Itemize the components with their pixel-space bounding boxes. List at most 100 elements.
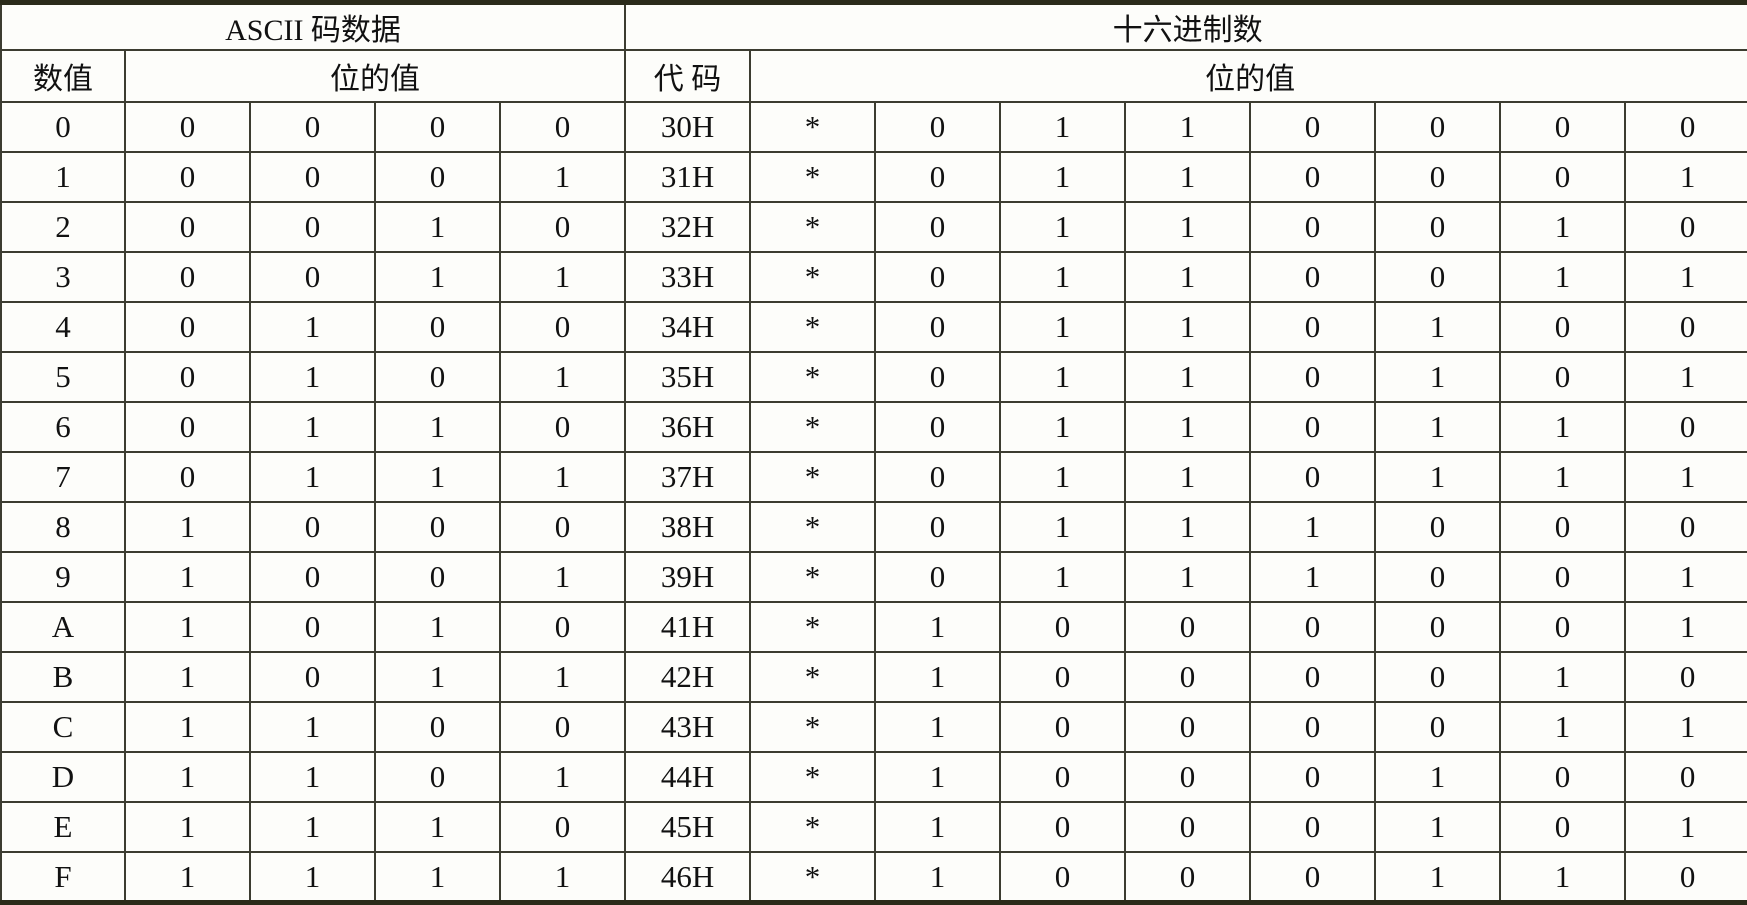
hex-bit-cell: 0 (999, 751, 1127, 804)
hex-bit-cell: 0 (1249, 801, 1377, 854)
ascii-bit-cell: 1 (498, 651, 627, 704)
hex-bit-cell: 0 (1624, 401, 1747, 454)
hex-bit-cell: 0 (1624, 851, 1747, 904)
hex-bit-cell: 1 (999, 501, 1127, 554)
ascii-bit-cell: 1 (374, 451, 501, 504)
hex-bit-cell: 1 (1624, 251, 1747, 304)
hex-bit-cell: 0 (874, 100, 1002, 154)
ascii-bit-cell: 0 (124, 251, 251, 304)
ascii-bit-cell: 0 (374, 551, 501, 604)
value-cell: D (0, 751, 126, 804)
hex-bit-cell: 0 (1374, 651, 1502, 704)
table-row: E 1 1 1 0 45H * 1 0 0 0 1 0 1 (0, 801, 1747, 854)
table-row: D 1 1 0 1 44H * 1 0 0 0 1 0 0 (0, 751, 1747, 804)
hex-bit-cell: 0 (1249, 351, 1377, 404)
hex-bit-cell: 1 (1124, 551, 1252, 604)
ascii-bit-cell: 1 (374, 851, 501, 904)
hex-bit-cell: 0 (1624, 100, 1747, 154)
ascii-bit-cell: 1 (124, 701, 251, 754)
hex-bit-cell: 0 (1249, 701, 1377, 754)
hex-bit-cell: 0 (1499, 751, 1627, 804)
hex-bit-cell: 1 (999, 451, 1127, 504)
hex-bit-cell: 0 (1499, 351, 1627, 404)
hex-bit-cell: 1 (1124, 151, 1252, 204)
hex-bit-cell: 0 (1374, 100, 1502, 154)
code-cell: 44H (624, 751, 752, 804)
hex-bit-cell: 0 (1499, 151, 1627, 204)
hex-bit-cell: 1 (999, 151, 1127, 204)
ascii-bit-cell: 1 (374, 601, 501, 654)
table-row: 1 0 0 0 1 31H * 0 1 1 0 0 0 1 (0, 151, 1747, 204)
value-cell: F (0, 851, 126, 904)
hex-bit-cell: * (749, 651, 877, 704)
code-cell: 31H (624, 151, 752, 204)
code-cell: 30H (624, 100, 752, 154)
hex-bit-cell: 1 (999, 551, 1127, 604)
ascii-bit-cell: 1 (498, 851, 627, 904)
hex-bit-cell: 0 (1249, 251, 1377, 304)
table-row: B 1 0 1 1 42H * 1 0 0 0 0 1 0 (0, 651, 1747, 704)
hex-bit-cell: 1 (1499, 651, 1627, 704)
hex-bit-cell: * (749, 551, 877, 604)
ascii-bit-cell: 1 (249, 701, 376, 754)
ascii-bit-cell: 1 (498, 451, 627, 504)
hex-bit-cell: 1 (1624, 801, 1747, 854)
ascii-bit-cell: 0 (498, 201, 627, 254)
value-cell: A (0, 601, 126, 654)
ascii-bit-cell: 1 (124, 601, 251, 654)
ascii-bit-cell: 1 (498, 751, 627, 804)
hex-bit-cell: 0 (1374, 701, 1502, 754)
hex-bit-cell: 0 (1124, 701, 1252, 754)
ascii-bit-cell: 0 (124, 100, 251, 154)
code-cell: 43H (624, 701, 752, 754)
section-header-ascii: ASCII 码数据 (0, 1, 627, 51)
table-row: 8 1 0 0 0 38H * 0 1 1 1 0 0 0 (0, 501, 1747, 554)
hex-bit-cell: 0 (874, 251, 1002, 304)
value-cell: 9 (0, 551, 126, 604)
table-row: 6 0 1 1 0 36H * 0 1 1 0 1 1 0 (0, 401, 1747, 454)
hex-bit-cell: 0 (874, 501, 1002, 554)
ascii-bit-cell: 1 (124, 501, 251, 554)
hex-bit-cell: 1 (1499, 851, 1627, 904)
value-cell: 6 (0, 401, 126, 454)
hex-bit-cell: 1 (1499, 701, 1627, 754)
ascii-bit-cell: 0 (249, 501, 376, 554)
hex-bit-cell: 1 (1124, 201, 1252, 254)
code-cell: 33H (624, 251, 752, 304)
hex-bit-cell: 0 (1249, 601, 1377, 654)
hex-bit-cell: * (749, 751, 877, 804)
code-cell: 46H (624, 851, 752, 904)
hex-bit-cell: 1 (874, 851, 1002, 904)
hex-bit-cell: * (749, 251, 877, 304)
ascii-bit-cell: 1 (374, 251, 501, 304)
hex-bit-cell: 0 (1624, 301, 1747, 354)
hex-bit-cell: 1 (1624, 451, 1747, 504)
value-cell: 1 (0, 151, 126, 204)
hex-bit-cell: * (749, 401, 877, 454)
value-cell: 5 (0, 351, 126, 404)
ascii-bit-cell: 0 (249, 201, 376, 254)
code-cell: 37H (624, 451, 752, 504)
hex-bit-cell: 0 (874, 351, 1002, 404)
hex-bit-cell: 0 (1499, 551, 1627, 604)
hex-bit-cell: 1 (874, 601, 1002, 654)
hex-bit-cell: 1 (1499, 201, 1627, 254)
hex-bit-cell: * (749, 501, 877, 554)
hex-bit-cell: 0 (1124, 751, 1252, 804)
ascii-bit-cell: 1 (249, 401, 376, 454)
col-header-bits-left: 位的值 (123, 49, 627, 103)
ascii-bit-cell: 1 (249, 301, 376, 354)
hex-bit-cell: 0 (1499, 601, 1627, 654)
code-cell: 45H (624, 801, 752, 854)
ascii-bit-cell: 0 (124, 201, 251, 254)
hex-bit-cell: 0 (999, 651, 1127, 704)
hex-bit-cell: 0 (1624, 501, 1747, 554)
ascii-bit-cell: 0 (374, 351, 501, 404)
ascii-bit-cell: 0 (374, 751, 501, 804)
hex-bit-cell: 1 (1499, 251, 1627, 304)
hex-bit-cell: 0 (874, 551, 1002, 604)
hex-bit-cell: * (749, 601, 877, 654)
hex-bit-cell: 0 (874, 151, 1002, 204)
hex-bit-cell: 1 (1374, 451, 1502, 504)
ascii-bit-cell: 1 (498, 351, 627, 404)
